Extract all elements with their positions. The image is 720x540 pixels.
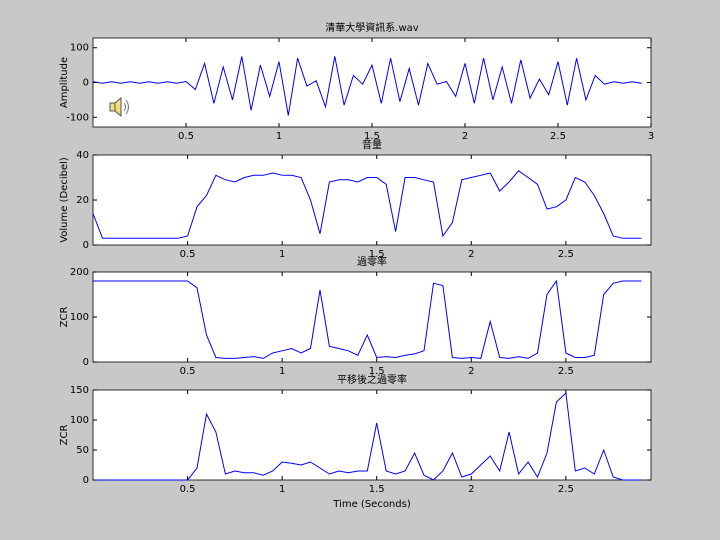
chart-title: 平移後之過零率 — [337, 373, 407, 386]
x-tick-label: 2 — [468, 249, 474, 260]
x-tick-label: 2.5 — [550, 131, 566, 142]
x-tick-label: 0.5 — [180, 366, 196, 377]
axes-background — [92, 154, 652, 246]
x-axis-label: Time (Seconds) — [332, 499, 411, 510]
y-tick-label: 200 — [70, 267, 89, 278]
chart-title: 音量 — [362, 138, 382, 151]
axes-background — [92, 389, 652, 481]
y-tick-label: -100 — [66, 112, 89, 123]
data-line — [93, 391, 642, 481]
x-tick-label: 0.5 — [178, 131, 194, 142]
axes-background — [92, 37, 652, 128]
x-tick-label: 1 — [276, 131, 282, 142]
y-tick-label: 0 — [83, 240, 89, 251]
axes-background — [92, 271, 652, 363]
speaker-icon — [109, 96, 129, 118]
y-tick-label: 50 — [76, 445, 89, 456]
x-tick-label: 0.5 — [180, 249, 196, 260]
y-axis-label: Amplitude — [59, 57, 70, 108]
y-axis-label: ZCR — [59, 307, 70, 328]
y-tick-label: 100 — [70, 43, 89, 54]
chart-title: 過零率 — [357, 255, 387, 268]
x-tick-label: 2.5 — [558, 484, 574, 495]
data-line — [93, 279, 642, 359]
x-tick-label: 1.5 — [364, 131, 380, 142]
y-tick-label: 0 — [83, 475, 89, 486]
x-tick-label: 3 — [648, 131, 654, 142]
x-tick-label: 1 — [279, 249, 285, 260]
x-tick-label: 2.5 — [558, 249, 574, 260]
x-tick-label: 0.5 — [180, 484, 196, 495]
x-tick-label: 1 — [279, 484, 285, 495]
y-tick-label: 0 — [83, 357, 89, 368]
x-tick-label: 2 — [468, 484, 474, 495]
x-tick-label: 2 — [468, 366, 474, 377]
y-axis-label: ZCR — [59, 425, 70, 446]
y-axis-label: Volume (Decibel) — [59, 157, 70, 243]
y-tick-label: 150 — [70, 385, 89, 396]
y-tick-label: 0 — [83, 78, 89, 89]
y-tick-label: 40 — [76, 150, 89, 161]
x-tick-label: 1.5 — [369, 484, 385, 495]
x-tick-label: 1.5 — [369, 249, 385, 260]
chart-title: 清華大學資訊系.wav — [325, 21, 418, 34]
y-tick-label: 100 — [70, 415, 89, 426]
x-tick-label: 2 — [462, 131, 468, 142]
data-line — [92, 56, 642, 116]
x-tick-label: 1.5 — [369, 366, 385, 377]
x-tick-label: 2.5 — [558, 366, 574, 377]
data-line — [92, 170, 642, 239]
x-tick-label: 1 — [279, 366, 285, 377]
y-tick-label: 20 — [76, 195, 89, 206]
y-tick-label: 100 — [70, 312, 89, 323]
